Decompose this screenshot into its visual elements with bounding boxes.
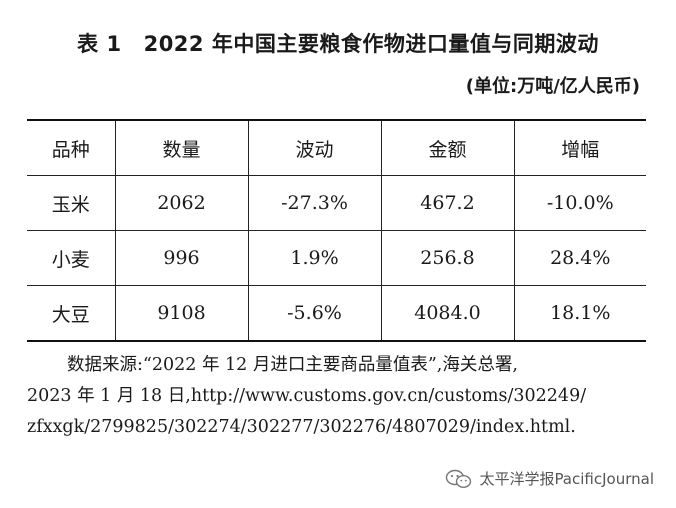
- header-quantity: 数量: [114, 119, 248, 176]
- table-row: 玉米 2062 -27.3% 467.2 -10.0%: [27, 175, 646, 231]
- table-title: 表 1 2022 年中国主要粮食作物进口量值与同期波动: [0, 28, 676, 58]
- cell-quantity: 9108: [114, 285, 248, 342]
- header-variety: 品种: [27, 119, 115, 176]
- cell-variety: 大豆: [27, 285, 115, 342]
- table-row: 小麦 996 1.9% 256.8 28.4%: [27, 230, 646, 286]
- source-line: 数据来源:“2022 年 12 月进口主要商品量值表”,海关总署,: [67, 355, 518, 375]
- source-line: 2023 年 1 月 18 日,http://www.customs.gov.c…: [27, 386, 587, 406]
- cell-amount: 467.2: [380, 175, 514, 231]
- cell-quantity: 2062: [114, 175, 248, 231]
- cell-amount-change: 28.4%: [513, 230, 646, 286]
- table-header-row: 品种 数量 波动 金额 增幅: [27, 119, 646, 176]
- cell-quantity-change: -5.6%: [247, 285, 381, 342]
- watermark: 太平洋学报PacificJournal: [445, 468, 654, 489]
- cell-amount: 4084.0: [380, 285, 514, 342]
- unit-note: (单位:万吨/亿人民币): [465, 76, 640, 97]
- cell-quantity: 996: [114, 230, 248, 286]
- header-amount: 金额: [380, 119, 514, 176]
- import-table: 品种 数量 波动 金额 增幅 玉米 2062 -27.3% 467.2 -10.…: [27, 119, 646, 342]
- cell-amount-change: -10.0%: [513, 175, 646, 231]
- cell-quantity-change: -27.3%: [247, 175, 381, 231]
- watermark-text: 太平洋学报PacificJournal: [479, 470, 654, 488]
- source-line: zfxxgk/2799825/302274/302277/302276/4807…: [27, 417, 576, 437]
- table-title-text: 2022 年中国主要粮食作物进口量值与同期波动: [143, 32, 599, 56]
- cell-amount-change: 18.1%: [513, 285, 646, 342]
- wechat-icon: [446, 469, 472, 488]
- table-number: 表 1: [77, 32, 122, 56]
- cell-variety: 玉米: [27, 175, 115, 231]
- table-row: 大豆 9108 -5.6% 4084.0 18.1%: [27, 285, 646, 342]
- header-quantity-change: 波动: [247, 119, 381, 176]
- cell-variety: 小麦: [27, 230, 115, 286]
- cell-quantity-change: 1.9%: [247, 230, 381, 286]
- header-amount-change: 增幅: [513, 119, 646, 176]
- cell-amount: 256.8: [380, 230, 514, 286]
- source-note: 数据来源:“2022 年 12 月进口主要商品量值表”,海关总署, 2023 年…: [27, 350, 646, 443]
